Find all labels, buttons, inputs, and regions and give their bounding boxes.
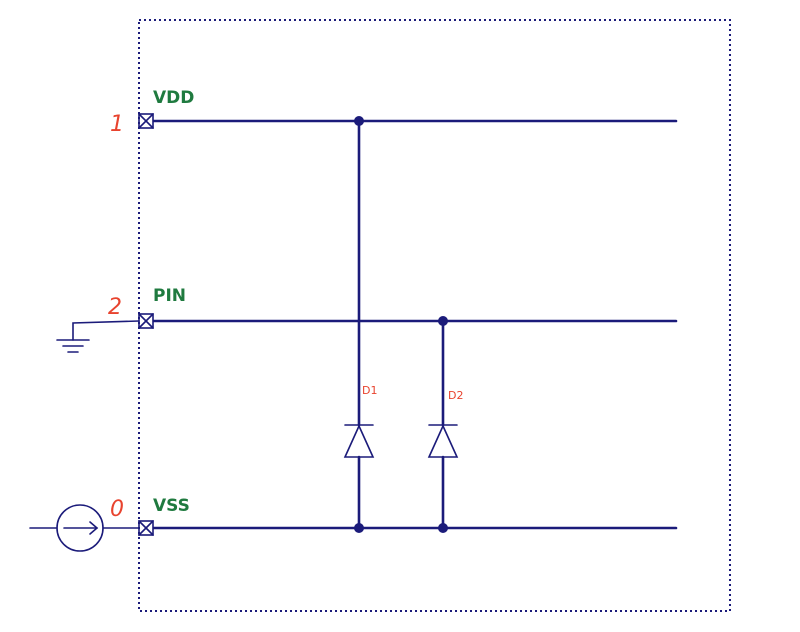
diode-label-d1: D1 <box>362 384 377 397</box>
diode-d2-icon <box>427 424 459 458</box>
pin-terminal-vss[interactable] <box>138 520 154 536</box>
junction-dot <box>438 316 448 326</box>
cell-boundary <box>138 19 731 612</box>
pin-terminal-pin[interactable] <box>138 313 154 329</box>
junction-dot <box>438 523 448 533</box>
pin-number-pin: 2 <box>108 295 122 320</box>
pin-name-vdd: VDD <box>153 88 194 108</box>
pin-name-vss: VSS <box>153 496 190 516</box>
pin-number-vss: 0 <box>110 497 124 522</box>
junction-dot <box>354 523 364 533</box>
diode-label-d2: D2 <box>448 389 463 402</box>
pin-number-vdd: 1 <box>110 112 124 137</box>
pin-terminal-vdd[interactable] <box>138 113 154 129</box>
ground-icon <box>56 320 140 353</box>
diode-d1-icon <box>343 424 375 458</box>
junction-dot <box>354 116 364 126</box>
pin-name-pin: PIN <box>153 286 186 306</box>
current-source-icon <box>29 504 140 552</box>
